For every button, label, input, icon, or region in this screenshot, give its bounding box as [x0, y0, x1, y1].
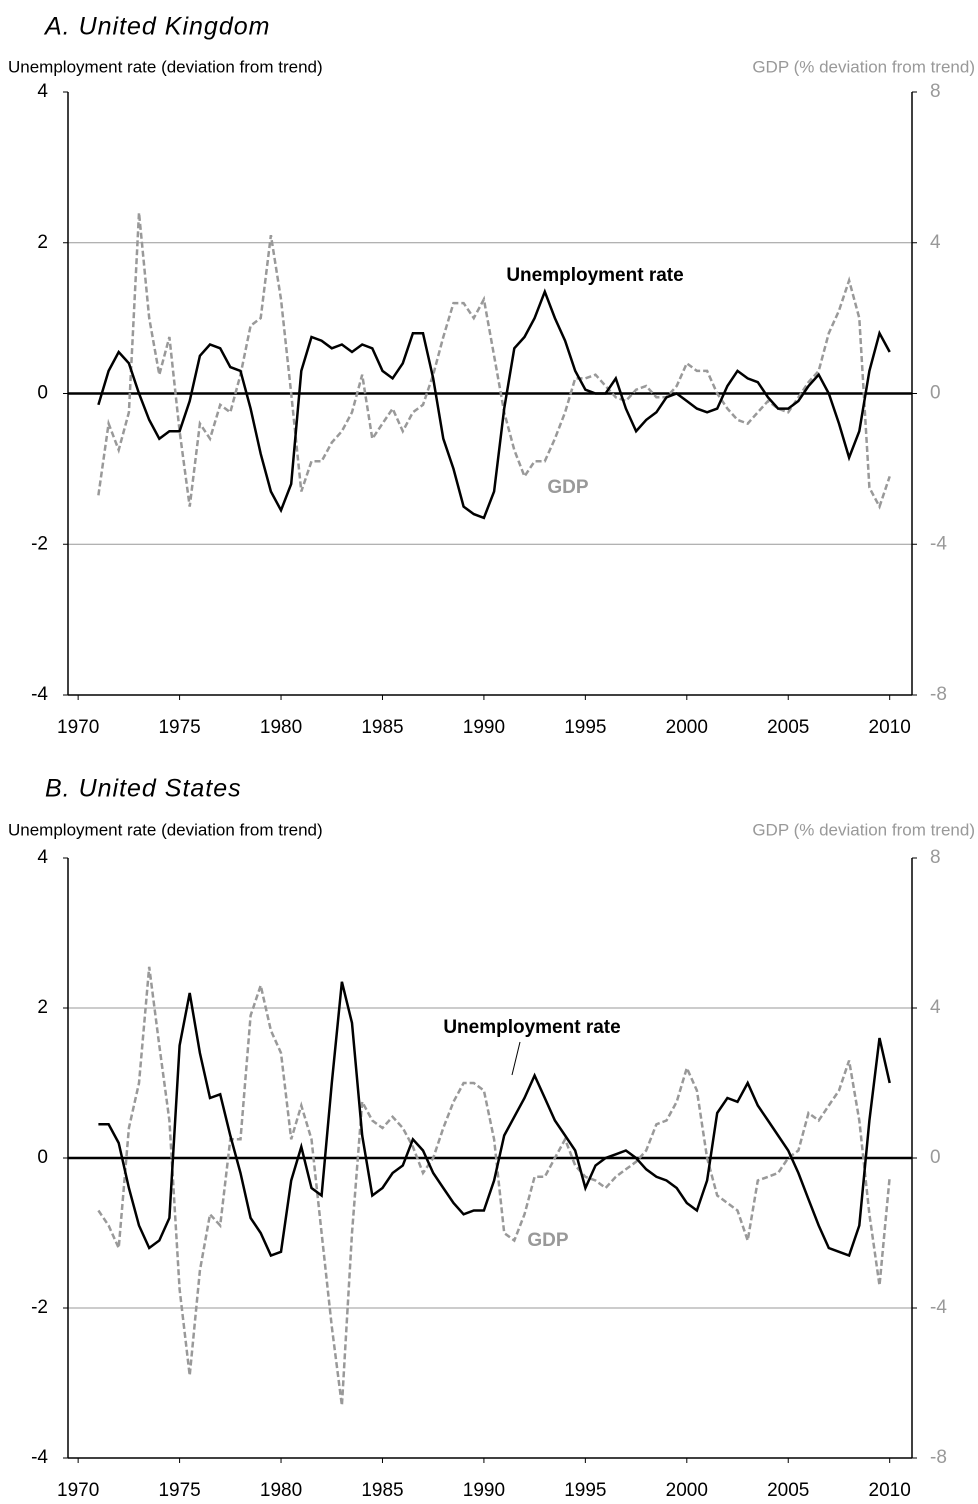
series-line: [97, 212, 891, 510]
series-line: [98, 981, 891, 1258]
y2-axis-label: GDP (% deviation from trend): [752, 57, 975, 76]
y-tick-label: 2: [37, 232, 48, 253]
series-label: GDP: [547, 477, 589, 498]
y-axis-label: Unemployment rate (deviation from trend): [8, 820, 323, 839]
y-tick-label: 0: [37, 383, 48, 404]
y2-tick-label: 8: [930, 81, 941, 102]
y2-tick-label: 4: [930, 232, 941, 253]
series-label: Unemployment rate: [443, 1017, 620, 1038]
x-tick-label: 2005: [767, 1480, 809, 1501]
y-tick-label: 4: [37, 81, 48, 102]
x-tick-label: 1975: [158, 717, 200, 738]
y2-tick-label: -8: [930, 1447, 947, 1468]
y-tick-label: 4: [37, 847, 48, 868]
y2-axis-label: GDP (% deviation from trend): [752, 820, 975, 839]
x-tick-label: 1970: [57, 717, 99, 738]
y2-tick-label: -8: [930, 684, 947, 705]
x-tick-label: 1970: [57, 1480, 99, 1501]
y2-tick-label: 8: [930, 847, 941, 868]
series-line: [97, 288, 891, 520]
x-tick-label: 1995: [564, 1480, 606, 1501]
x-tick-label: 2000: [666, 1480, 708, 1501]
x-tick-label: 1980: [260, 717, 302, 738]
y2-tick-label: 0: [930, 383, 941, 404]
x-tick-label: 1985: [361, 717, 403, 738]
y2-tick-label: 4: [930, 997, 941, 1018]
x-tick-label: 1985: [361, 1480, 403, 1501]
y-tick-label: -4: [31, 684, 48, 705]
y2-tick-label: 0: [930, 1147, 941, 1168]
y2-tick-label: -4: [930, 1297, 947, 1318]
y-tick-label: 2: [37, 997, 48, 1018]
label-leader: [511, 1041, 521, 1076]
y2-tick-label: -4: [930, 533, 947, 554]
x-tick-label: 1975: [158, 1480, 200, 1501]
x-tick-label: 1995: [564, 717, 606, 738]
x-tick-label: 1980: [260, 1480, 302, 1501]
x-tick-label: 2010: [869, 717, 911, 738]
y-axis-label: Unemployment rate (deviation from trend): [8, 57, 323, 76]
series-label: Unemployment rate: [506, 265, 683, 286]
y-tick-label: 0: [37, 1147, 48, 1168]
y-tick-label: -4: [31, 1447, 48, 1468]
y-tick-label: -2: [31, 533, 48, 554]
series-label: GDP: [527, 1230, 569, 1251]
x-tick-label: 2005: [767, 717, 809, 738]
x-tick-label: 2000: [666, 717, 708, 738]
chart-title: A. United Kingdom: [43, 13, 270, 41]
chart-title: B. United States: [45, 775, 242, 803]
x-tick-label: 1990: [463, 717, 505, 738]
y-tick-label: -2: [31, 1297, 48, 1318]
x-tick-label: 1990: [463, 1480, 505, 1501]
x-tick-label: 2010: [869, 1480, 911, 1501]
